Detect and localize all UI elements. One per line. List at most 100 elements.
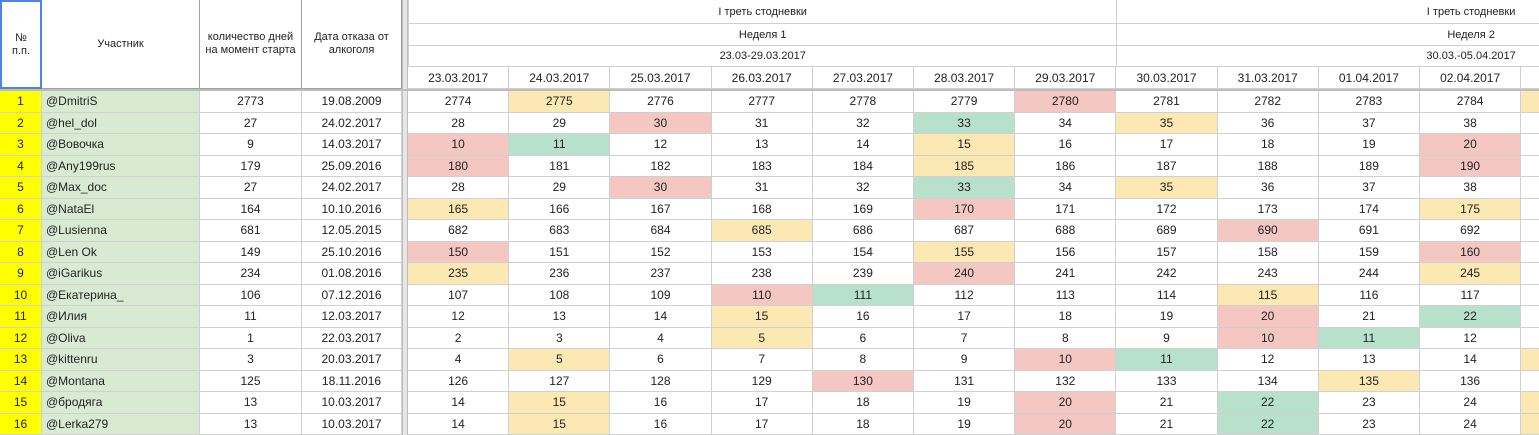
day-count: 155 <box>914 241 1016 263</box>
day-count: 157 <box>1116 241 1218 263</box>
start-days: 9 <box>200 134 302 156</box>
day-count: 184 <box>812 155 914 177</box>
day-count: 34 <box>1015 112 1117 134</box>
column-header: Дата отказа от алкоголя <box>302 0 402 89</box>
day-count: 20 <box>1015 392 1117 414</box>
group-header: I треть стодневки <box>408 0 1117 24</box>
day-count: 38 <box>1420 177 1522 199</box>
row-number: 10 <box>0 284 42 306</box>
day-count: 14 <box>610 306 712 328</box>
day-count: 21 <box>1116 392 1218 414</box>
quit-date: 18.11.2016 <box>302 370 402 392</box>
day-count: 682 <box>408 220 510 242</box>
day-count: 112 <box>914 284 1016 306</box>
day-count: 150 <box>408 241 510 263</box>
day-count: 171 <box>1015 198 1117 220</box>
participant-name: @Илия <box>42 306 200 328</box>
day-count: 2774 <box>408 91 510 113</box>
day-count: 181 <box>509 155 611 177</box>
day-count: 130 <box>812 370 914 392</box>
day-count: 683 <box>509 220 611 242</box>
start-days: 13 <box>200 392 302 414</box>
date-header: 25.03.2017 <box>610 67 712 89</box>
day-count <box>1521 263 1539 285</box>
row-number: 16 <box>0 413 42 435</box>
day-count <box>1521 134 1539 156</box>
day-count: 28 <box>408 177 510 199</box>
date-header: 31.03.2017 <box>1217 67 1319 89</box>
day-count: 32 <box>812 177 914 199</box>
start-days: 27 <box>200 112 302 134</box>
day-count: 24 <box>1420 413 1522 435</box>
day-count: 2 <box>408 327 510 349</box>
day-count: 18 <box>1217 134 1319 156</box>
day-count: 113 <box>1015 284 1117 306</box>
day-count: 135 <box>1318 370 1420 392</box>
day-count: 239 <box>812 263 914 285</box>
day-count: 689 <box>1116 220 1218 242</box>
day-count: 36 <box>1217 112 1319 134</box>
day-count: 127 <box>509 370 611 392</box>
day-count: 17 <box>914 306 1016 328</box>
day-count: 37 <box>1318 177 1420 199</box>
day-count: 126 <box>408 370 510 392</box>
day-count: 136 <box>1420 370 1522 392</box>
quit-date: 01.08.2016 <box>302 263 402 285</box>
start-days: 1 <box>200 327 302 349</box>
day-count: 21 <box>1318 306 1420 328</box>
day-count: 13 <box>711 134 813 156</box>
day-count: 24 <box>1420 392 1522 414</box>
row-number: 11 <box>0 306 42 328</box>
quit-date: 24.02.2017 <box>302 112 402 134</box>
row-number: 15 <box>0 392 42 414</box>
day-count: 159 <box>1318 241 1420 263</box>
quit-date: 25.10.2016 <box>302 241 402 263</box>
day-count: 2777 <box>711 91 813 113</box>
day-count: 242 <box>1116 263 1218 285</box>
row-number: 5 <box>0 177 42 199</box>
day-count: 20 <box>1420 134 1522 156</box>
day-count: 115 <box>1217 284 1319 306</box>
group-header: I треть стодневки <box>1116 0 1539 24</box>
day-count: 116 <box>1318 284 1420 306</box>
day-count: 29 <box>509 177 611 199</box>
day-count <box>1521 392 1539 414</box>
day-count: 165 <box>408 198 510 220</box>
day-count <box>1521 328 1539 349</box>
row-number: 4 <box>0 155 42 177</box>
quit-date: 12.03.2017 <box>302 306 402 328</box>
day-count: 2782 <box>1217 91 1319 113</box>
day-count: 241 <box>1015 263 1117 285</box>
day-count: 34 <box>1015 177 1117 199</box>
day-count: 13 <box>1318 349 1420 371</box>
quit-date: 19.08.2009 <box>302 91 402 113</box>
day-count: 172 <box>1116 198 1218 220</box>
day-count: 685 <box>711 220 813 242</box>
day-count: 110 <box>711 284 813 306</box>
start-days: 179 <box>200 155 302 177</box>
start-days: 2773 <box>200 91 302 113</box>
date-header: 23.03.2017 <box>408 67 510 89</box>
day-count: 11 <box>1116 349 1218 371</box>
day-count: 37 <box>1318 112 1420 134</box>
day-count: 168 <box>711 198 813 220</box>
day-count: 31 <box>711 177 813 199</box>
day-count: 2779 <box>914 91 1016 113</box>
day-count: 10 <box>1217 327 1319 349</box>
day-count: 14 <box>812 134 914 156</box>
day-count: 22 <box>1217 413 1319 435</box>
participant-name: @Len Ok <box>42 241 200 263</box>
day-count <box>1521 220 1539 242</box>
day-count: 160 <box>1420 241 1522 263</box>
day-count: 6 <box>812 327 914 349</box>
participant-name: @Lerka279 <box>42 413 200 435</box>
day-count: 133 <box>1116 370 1218 392</box>
start-days: 13 <box>200 413 302 435</box>
day-count: 11 <box>1318 327 1420 349</box>
day-count: 12 <box>610 134 712 156</box>
start-days: 681 <box>200 220 302 242</box>
day-count: 4 <box>408 349 510 371</box>
day-count: 173 <box>1217 198 1319 220</box>
participant-name: @kittenru <box>42 349 200 371</box>
start-days: 125 <box>200 370 302 392</box>
